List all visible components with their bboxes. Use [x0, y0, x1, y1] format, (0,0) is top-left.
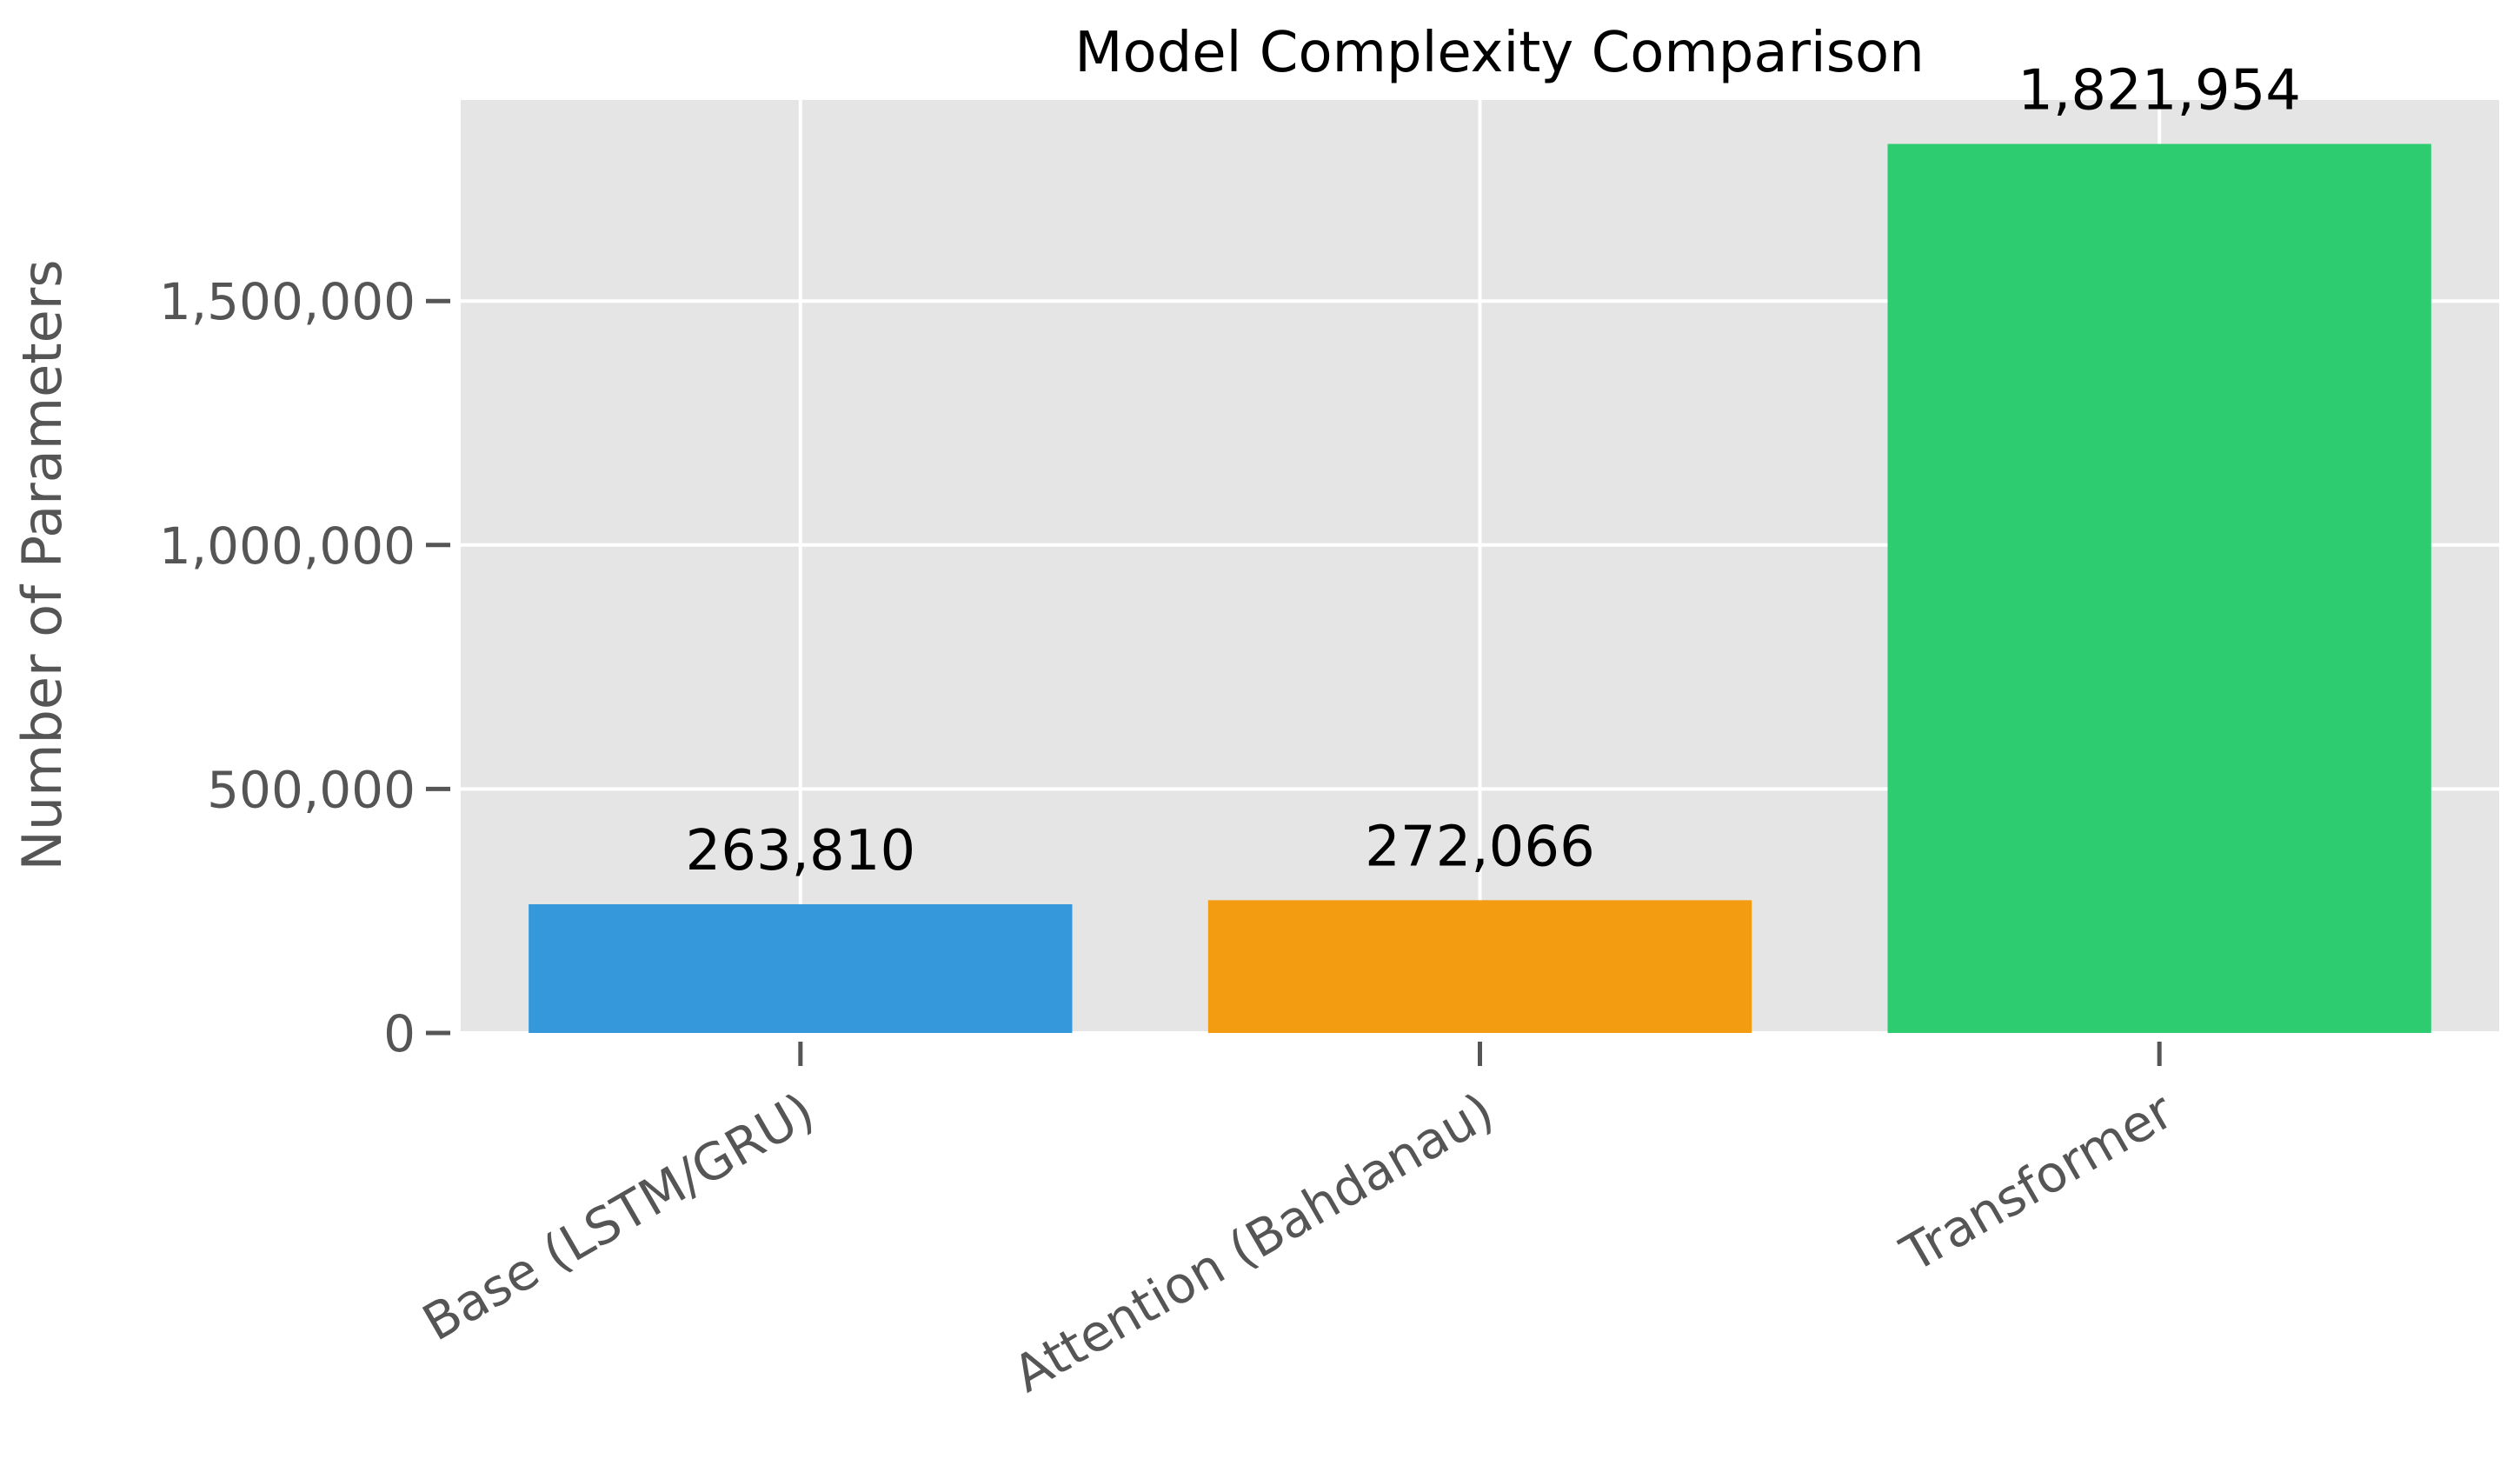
y-tick-label: 500,000: [207, 760, 416, 819]
y-tick-label: 1,500,000: [159, 272, 416, 331]
axis-ticks: [426, 298, 2162, 1066]
y-tick-label: 1,000,000: [159, 516, 416, 576]
x-tick-label: Attention (Bahdanau): [1003, 1081, 1503, 1403]
x-tick-label: Transformer: [1891, 1081, 2183, 1283]
y-axis-label: Number of Parameters: [10, 259, 74, 870]
bar: [529, 903, 1073, 1033]
bar: [1207, 900, 1752, 1033]
bar-value-label: 1,821,954: [2018, 59, 2301, 123]
x-tick-label: Base (LSTM/GRU): [413, 1081, 824, 1352]
bar: [1887, 143, 2431, 1033]
bars: [529, 143, 2431, 1033]
y-tick-label: 0: [383, 1004, 416, 1063]
chart-title: Model Complexity Comparison: [1074, 21, 1925, 85]
bar-value-label: 272,066: [1365, 815, 1595, 879]
bar-value-label: 263,810: [686, 819, 916, 883]
